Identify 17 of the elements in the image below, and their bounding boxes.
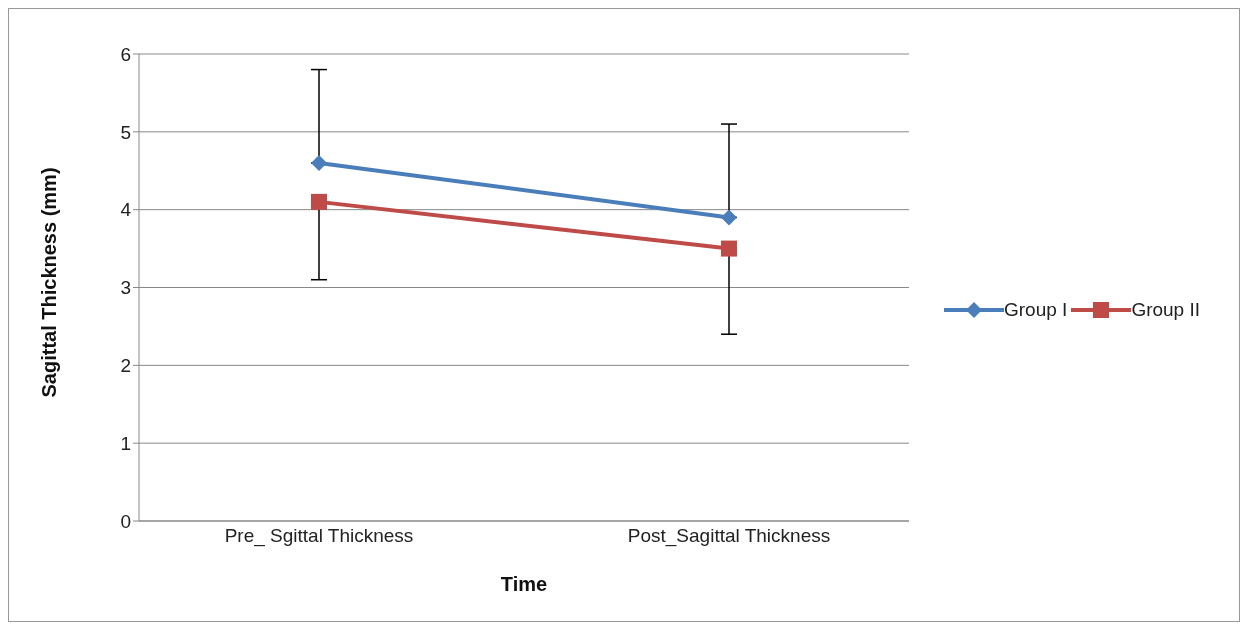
- legend-label: Group II: [1131, 299, 1201, 321]
- y-tick-label: 1: [120, 432, 131, 454]
- x-axis-title: Time: [500, 573, 548, 595]
- legend-label: Group I: [1004, 299, 1068, 321]
- y-tick-label: 5: [120, 121, 131, 143]
- point: [311, 193, 327, 210]
- y-tick-label: 4: [120, 199, 132, 221]
- y-axis-title: Sagittal Thickness (mm): [38, 167, 61, 398]
- y-tick-label: 6: [120, 43, 131, 65]
- point: [721, 240, 737, 257]
- x-tick-label: Post_Sagittal Thickness: [627, 525, 831, 548]
- x-tick-label: Pre_ Sgittal Thickness: [224, 525, 414, 548]
- y-tick-label: 3: [120, 277, 131, 299]
- point: [721, 209, 737, 226]
- y-tick-label: 2: [120, 355, 131, 377]
- point: [311, 154, 327, 171]
- y-tick-label: 0: [120, 510, 131, 532]
